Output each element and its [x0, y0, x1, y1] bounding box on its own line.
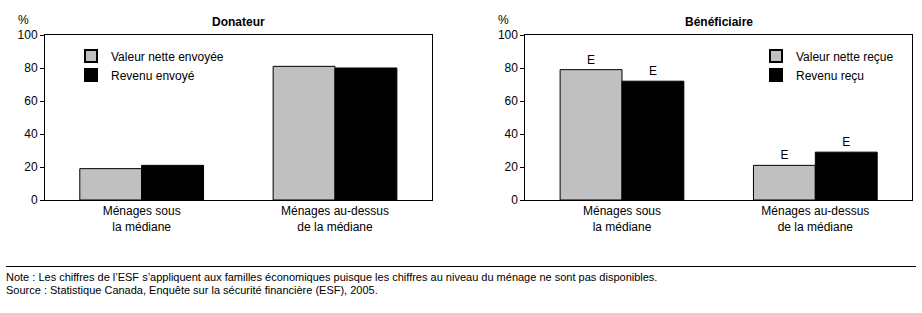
svg-text:80: 80: [24, 61, 38, 75]
svg-text:%: %: [18, 13, 29, 27]
svg-text:60: 60: [505, 94, 519, 108]
svg-text:Ménages sousla médiane: Ménages sousla médiane: [103, 204, 181, 234]
svg-text:Ménages au-dessusde la médiane: Ménages au-dessusde la médiane: [761, 204, 869, 234]
svg-text:80: 80: [505, 61, 519, 75]
svg-text:0: 0: [31, 193, 38, 207]
svg-text:20: 20: [24, 160, 38, 174]
html-text:Note : Les chiffres de l’ESF s: Note : Les chiffres de l’ESF s’appliquen…: [6, 271, 658, 283]
svg-text:100: 100: [498, 28, 518, 42]
svg-text:Valeur nette envoyée: Valeur nette envoyée: [111, 50, 224, 64]
svg-text:Ménages sousla médiane: Ménages sousla médiane: [583, 204, 661, 234]
svg-text:20: 20: [505, 160, 519, 174]
svg-text:Bénéficiaire: Bénéficiaire: [685, 15, 753, 29]
svg-text:60: 60: [24, 94, 38, 108]
svg-text:40: 40: [505, 127, 519, 141]
svg-text:Revenu reçu: Revenu reçu: [796, 69, 864, 83]
svg-text:100: 100: [18, 28, 38, 42]
svg-text:Ménages au-dessusde la médiane: Ménages au-dessusde la médiane: [281, 204, 389, 234]
svg-text:40: 40: [24, 127, 38, 141]
svg-text:Revenu envoyé: Revenu envoyé: [111, 69, 195, 83]
svg-text:0: 0: [511, 193, 518, 207]
svg-text:%: %: [498, 13, 509, 27]
svg-text:E: E: [780, 148, 788, 162]
svg-text:E: E: [649, 64, 657, 78]
svg-text:Valeur nette reçue: Valeur nette reçue: [796, 50, 893, 64]
svg-text:E: E: [587, 53, 595, 67]
svg-text:E: E: [842, 135, 850, 149]
svg-text:Donateur: Donateur: [212, 15, 265, 29]
html-text:Source : Statistique Canada, E: Source : Statistique Canada, Enquête sur…: [6, 284, 378, 296]
